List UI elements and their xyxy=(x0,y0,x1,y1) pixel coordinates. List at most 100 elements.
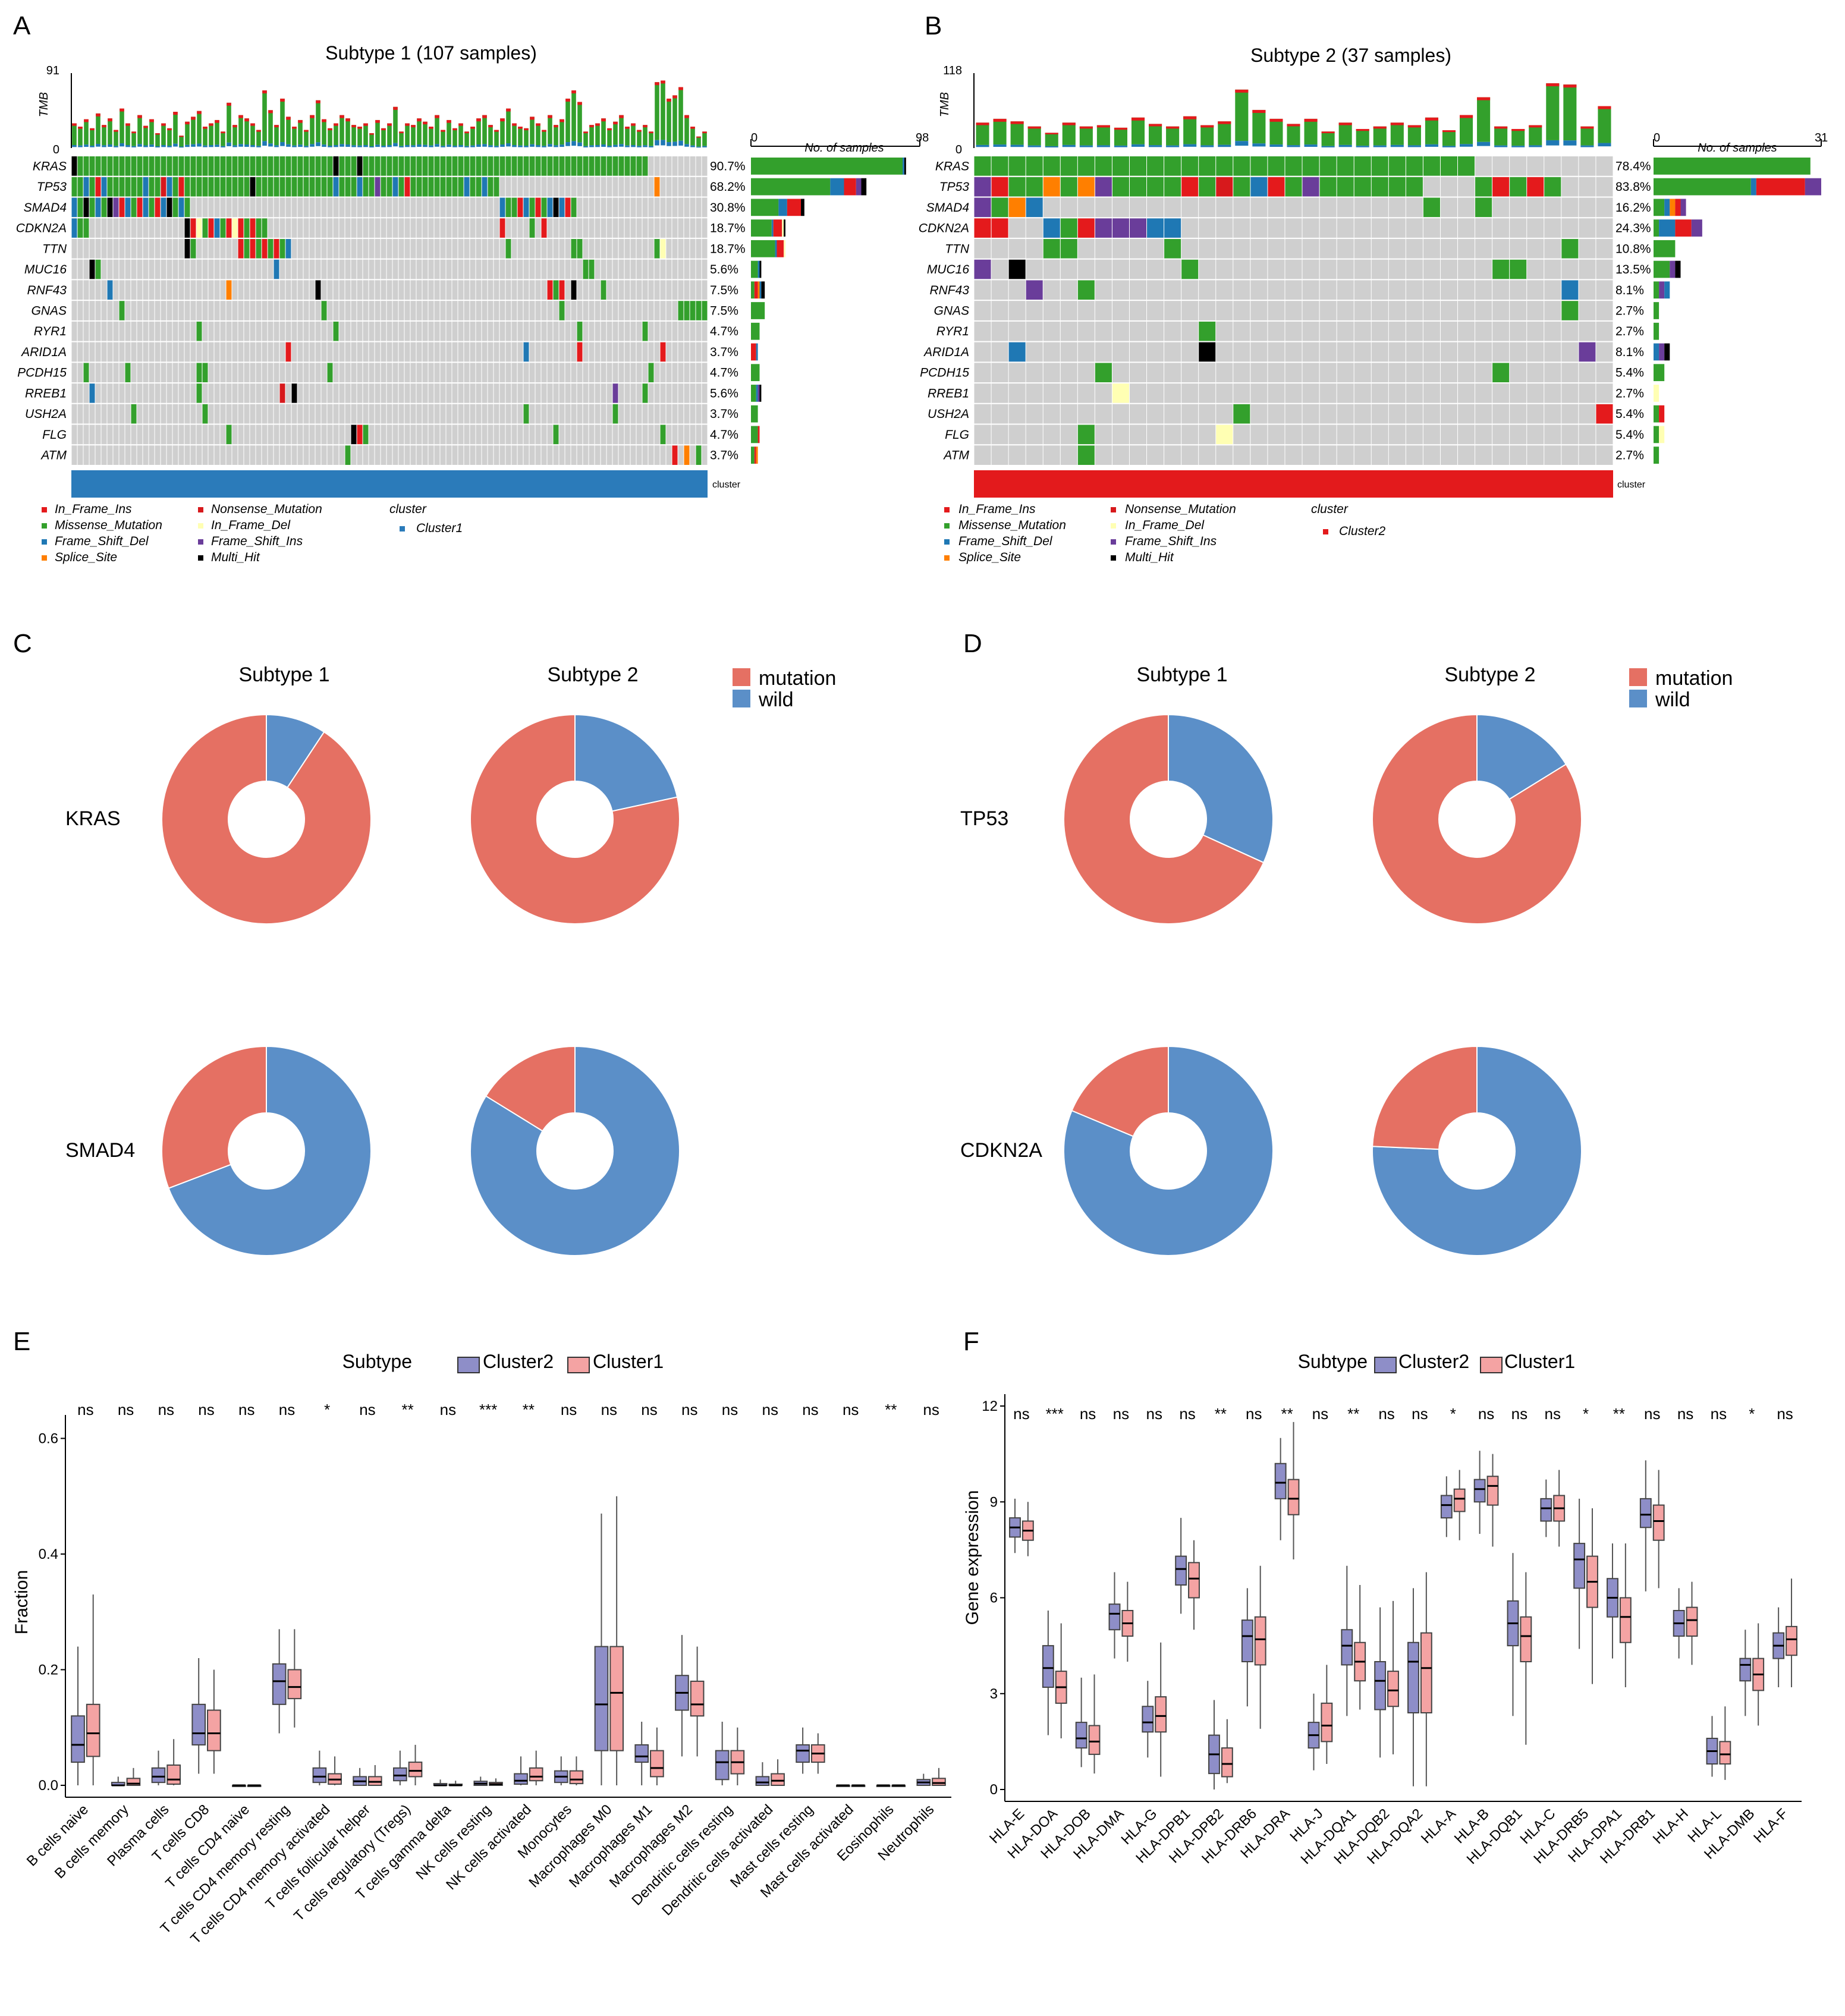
mutation-cell xyxy=(339,156,357,176)
box xyxy=(771,1773,785,1786)
gene-sample-bar xyxy=(1675,260,1681,278)
significance-label: ns xyxy=(1113,1405,1129,1423)
tmb-bar xyxy=(244,118,249,145)
legend-cluster2: Cluster2 xyxy=(1339,524,1386,538)
significance-label: ns xyxy=(641,1401,657,1419)
tmb-bar-segment xyxy=(399,131,404,134)
mutation-cell xyxy=(1267,177,1285,197)
legend-cluster2: Cluster2 xyxy=(1398,1351,1469,1372)
legend-swatch-missense xyxy=(42,523,47,529)
gene-sample-bar xyxy=(771,219,774,237)
y-tick-label: 0 xyxy=(990,1782,998,1798)
tmb-bar-segment xyxy=(536,145,540,147)
mutation-cell xyxy=(499,218,505,238)
tmb-bar-segment xyxy=(530,117,535,120)
tmb-bar xyxy=(649,131,653,146)
tmb-bar xyxy=(518,127,523,146)
tmb-bar-segment xyxy=(149,119,154,122)
gene-label: PCDH15 xyxy=(17,366,67,380)
gene-sample-bar xyxy=(830,178,844,196)
legend-swatch-frame-shift-ins xyxy=(198,539,203,545)
tmb-bar-segment xyxy=(672,95,677,99)
box xyxy=(1188,1562,1200,1599)
tmb-bar-segment xyxy=(292,145,297,147)
tmb-bar-segment xyxy=(1356,146,1369,147)
tmb-bar-segment xyxy=(280,142,285,146)
mutation-cell xyxy=(226,280,232,300)
tmb-bar-segment xyxy=(1096,125,1110,128)
tmb-bar xyxy=(565,98,570,143)
tmb-bar xyxy=(1321,131,1335,146)
gene-sample-bar xyxy=(751,343,756,361)
cluster-bar-label: cluster xyxy=(1617,480,1646,490)
mutation-cell xyxy=(589,259,595,279)
mutation-cell xyxy=(125,197,131,218)
mutation-cell xyxy=(244,238,250,259)
tmb-bar-segment xyxy=(417,118,422,122)
mutation-cell xyxy=(89,177,95,197)
mutation-cell xyxy=(1164,238,1181,259)
mutation-cell xyxy=(684,445,690,465)
tmb-bar xyxy=(601,118,606,145)
mutation-cell xyxy=(262,238,268,259)
tmb-bar xyxy=(340,115,344,144)
tmb-bar-segment xyxy=(631,145,636,147)
significance-label: ns xyxy=(923,1401,939,1419)
gene-pct-label: 16.2% xyxy=(1615,201,1651,215)
gene-sample-bar xyxy=(751,385,756,402)
mutation-cell xyxy=(464,177,470,197)
significance-label: ** xyxy=(1281,1405,1293,1423)
tmb-bar xyxy=(250,123,255,146)
mutation-cell xyxy=(1198,342,1216,362)
tmb-bar-segment xyxy=(696,136,701,138)
legend-swatch-cluster2 xyxy=(1323,529,1328,534)
legend-cluster-title: cluster xyxy=(389,502,427,516)
gene-pct-label: 5.6% xyxy=(710,263,738,276)
significance-label: ns xyxy=(1013,1405,1029,1423)
tmb-bar-segment xyxy=(631,123,636,126)
tmb-bar-segment xyxy=(1045,146,1058,147)
tmb-bar-segment xyxy=(381,128,386,131)
tmb-bar-segment xyxy=(1373,126,1387,129)
legend-multi-hit: Multi_Hit xyxy=(1125,551,1174,564)
pie-slice-mutation xyxy=(1063,713,1265,924)
tmb-bar-segment xyxy=(1079,126,1093,129)
legend-title: Subtype xyxy=(342,1351,412,1372)
box xyxy=(1155,1696,1167,1733)
gene-pct-label: 4.7% xyxy=(710,428,738,442)
tmb-bar-segment xyxy=(179,146,184,148)
gene-sample-bar xyxy=(751,178,831,196)
tmb-bar-segment xyxy=(1546,140,1560,146)
tmb-min-tick: 0 xyxy=(955,143,962,156)
panel-letter-b: B xyxy=(925,11,942,40)
tmb-bar-segment xyxy=(78,127,83,129)
significance-label: ns xyxy=(279,1401,295,1419)
box xyxy=(1254,1616,1266,1666)
mutation-cell xyxy=(208,218,214,238)
tmb-bar xyxy=(429,127,433,146)
tmb-bar xyxy=(1304,118,1318,145)
significance-label: ns xyxy=(843,1401,859,1419)
legend-swatch-multi-hit xyxy=(1111,555,1116,561)
tmb-bar-segment xyxy=(232,145,237,147)
tmb-bar xyxy=(1235,89,1249,141)
tmb-bar-segment xyxy=(90,146,95,147)
tmb-bar-segment xyxy=(238,144,243,147)
legend-swatch-frame-shift-ins xyxy=(1111,539,1116,545)
gene-pct-label: 2.7% xyxy=(1615,386,1644,400)
mutation-cell xyxy=(256,238,262,259)
tmb-bar xyxy=(167,128,172,146)
mutation-cell xyxy=(196,383,202,403)
pie-panel-d: Subtype 1 Subtype 2 mutation wild TP53 C… xyxy=(960,663,1733,1256)
tmb-bar-segment xyxy=(625,127,630,129)
gene-label: SMAD4 xyxy=(926,201,969,215)
mutation-cell xyxy=(974,156,1475,176)
tmb-bar-segment xyxy=(482,115,487,118)
tmb-bar-segment xyxy=(1580,145,1594,147)
tmb-bar-segment xyxy=(411,125,416,128)
tmb-bar-segment xyxy=(536,123,540,126)
cluster-bar xyxy=(974,470,1613,498)
gene-sample-bar xyxy=(1654,405,1659,423)
mutation-cell xyxy=(1492,363,1510,383)
mutation-cell xyxy=(333,321,339,341)
